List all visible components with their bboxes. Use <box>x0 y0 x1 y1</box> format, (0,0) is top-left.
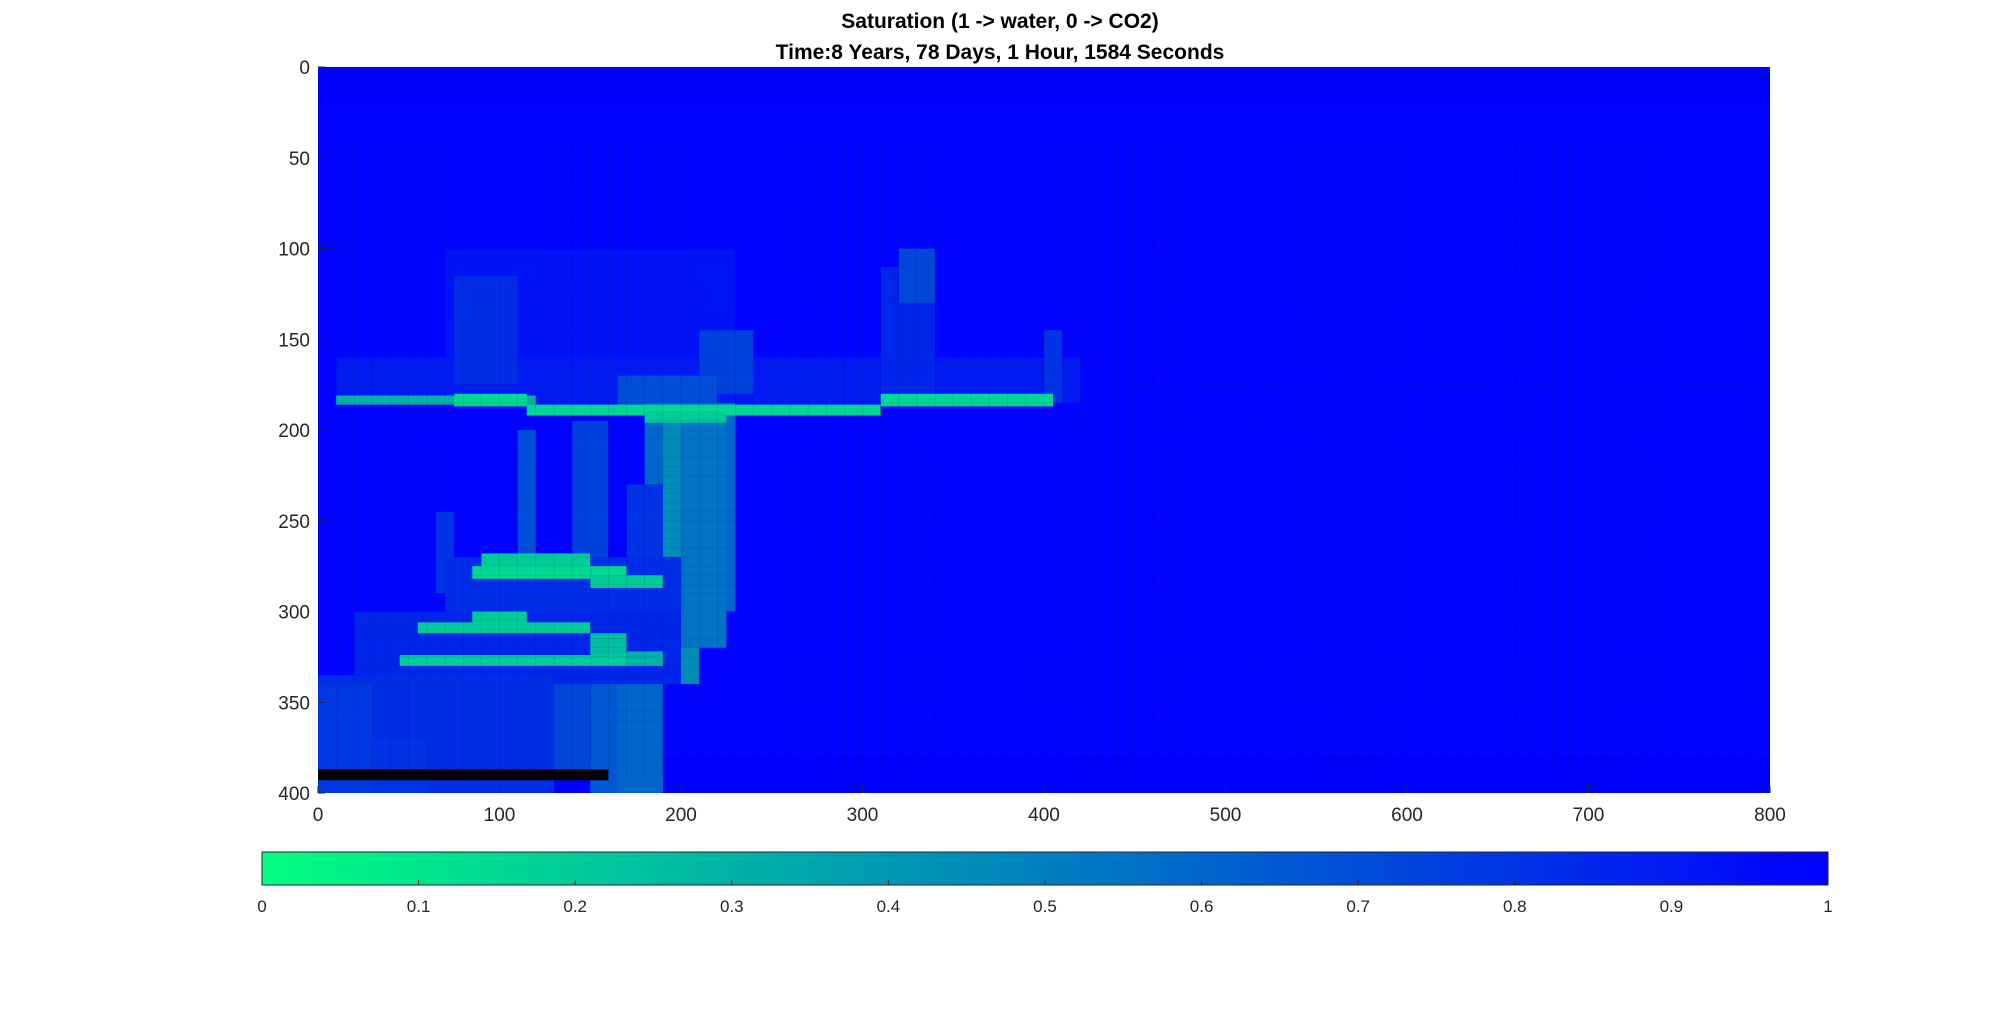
x-tick-label: 800 <box>1754 805 1786 826</box>
y-tick-label: 100 <box>278 240 310 261</box>
y-tick-label: 400 <box>278 784 310 805</box>
y-tick-label: 250 <box>278 512 310 533</box>
heatmap-cell <box>372 738 427 793</box>
x-tick-label: 700 <box>1573 805 1605 826</box>
heatmap-cell <box>336 395 536 405</box>
heatmap-cell <box>644 411 727 423</box>
chart-subtitle: Time:8 Years, 78 Days, 1 Hour, 1584 Seco… <box>775 41 1225 64</box>
y-tick-label: 50 <box>289 149 310 170</box>
colorbar-tick-label: 1 <box>1823 897 1832 916</box>
chart-title-block: Saturation (1 -> water, 0 -> CO2) Time:8… <box>0 6 2000 68</box>
heatmap-cell <box>517 430 536 558</box>
heatmap-cell <box>898 248 936 303</box>
y-tick-label: 150 <box>278 330 310 351</box>
heatmap-cell <box>472 611 527 625</box>
y-tick-label: 350 <box>278 693 310 714</box>
heatmap-cell <box>572 420 609 567</box>
colorbar-tick-label: 0.3 <box>720 897 744 916</box>
cell-grid <box>318 139 1770 776</box>
x-tick-label: 100 <box>484 805 516 826</box>
heatmap-cell <box>399 655 663 666</box>
inactive-cell <box>318 769 609 781</box>
colorbar-tick-label: 0 <box>257 897 266 916</box>
heatmap-cell <box>590 633 627 659</box>
colorbar-tick-label: 0.7 <box>1346 897 1370 916</box>
x-tick-label: 400 <box>1028 805 1060 826</box>
y-axis: 0 50 100 150 200 250 300 350 400 <box>278 58 325 805</box>
heatmap-cell <box>681 420 727 648</box>
colorbar-tick-label: 0.2 <box>563 897 587 916</box>
x-tick-label: 500 <box>1210 805 1242 826</box>
x-tick-label: 600 <box>1391 805 1423 826</box>
heatmap-cell <box>454 275 518 385</box>
y-tick-label: 300 <box>278 603 310 624</box>
colorbar-tick-label: 0.9 <box>1660 897 1684 916</box>
heatmap-cell <box>626 651 663 666</box>
colorbar: 0 0.1 0.2 0.3 0.4 0.5 0.6 0.7 0.8 0.9 1 <box>257 851 1833 916</box>
colorbar-tick-label: 0.1 <box>407 897 431 916</box>
colorbar-tick-label: 0.4 <box>877 897 901 916</box>
colorbar-tick-label: 0.8 <box>1503 897 1527 916</box>
plot-area <box>318 67 1770 793</box>
heatmap-cell <box>590 575 663 588</box>
heatmap-cell <box>417 622 591 634</box>
x-axis: 0 100 200 300 400 500 600 700 800 <box>313 786 1786 826</box>
y-tick-label: 0 <box>299 58 310 79</box>
x-tick-label: 200 <box>665 805 697 826</box>
y-tick-label: 200 <box>278 421 310 442</box>
heatmap-cell <box>880 393 1054 407</box>
colorbar-tick-label: 0.5 <box>1033 897 1057 916</box>
x-tick-label: 0 <box>313 805 324 826</box>
heatmap-cell <box>526 404 881 416</box>
x-tick-label: 300 <box>847 805 879 826</box>
chart-title: Saturation (1 -> water, 0 -> CO2) <box>841 10 1159 33</box>
heatmap-cell <box>1044 330 1063 403</box>
heatmap-cell <box>472 566 627 579</box>
colorbar-tick-label: 0.6 <box>1190 897 1214 916</box>
heatmap-cell <box>553 665 591 775</box>
heatmap-cell <box>454 393 527 407</box>
